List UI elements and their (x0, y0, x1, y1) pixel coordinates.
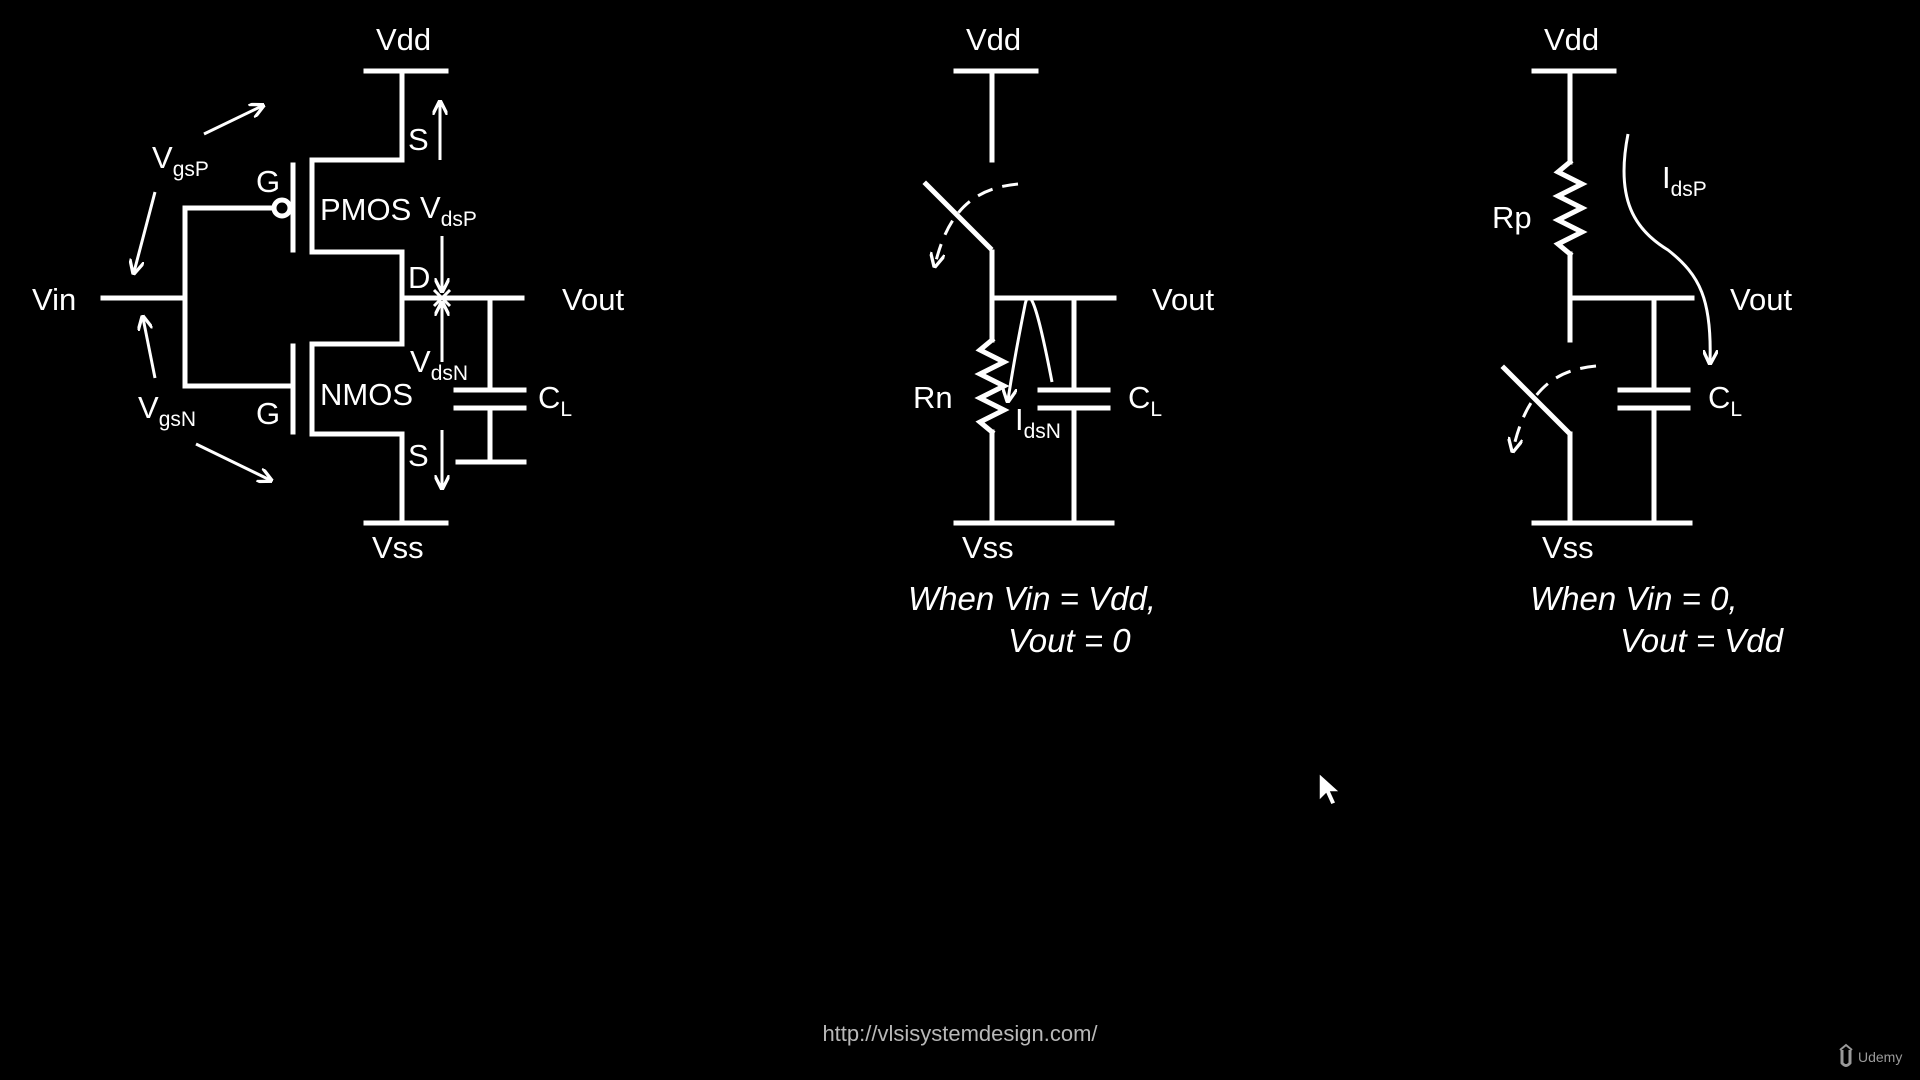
pmos-label: PMOS (320, 192, 411, 227)
case-low-vss-label: Vss (1542, 530, 1594, 565)
pmos-gate-label: G (256, 164, 280, 199)
case-low-cl-label: CL (1708, 380, 1742, 421)
case-high-labels: Vdd Vss Vout Rn IdsN CL When Vin = Vdd, … (908, 22, 1214, 659)
cmos-inverter-diagram: Vdd Vss Vin Vout PMOS NMOS G G S S D Vgs… (32, 22, 624, 565)
inverter-voltage-arrows (134, 103, 452, 487)
case-low-vout-label: Vout (1730, 282, 1792, 317)
inverter-wires (100, 68, 527, 526)
vdd-label: Vdd (376, 22, 431, 57)
nmos-source-label: S (408, 438, 429, 473)
idsn-current-arrow (1008, 296, 1054, 400)
case-high-vdd-label: Vdd (966, 22, 1021, 57)
udemy-logo-icon (1839, 1043, 1853, 1067)
vgsp-label: VgsP (152, 140, 209, 181)
vgsn-label: VgsN (138, 390, 196, 431)
idsn-label: IdsN (1015, 402, 1061, 443)
rn-label: Rn (913, 380, 953, 415)
case-high-switch (922, 180, 1019, 265)
vin-label: Vin (32, 282, 76, 317)
idsp-label: IdsP (1662, 160, 1707, 201)
idsp-current-arrow (1622, 133, 1710, 362)
case-high-vout-label: Vout (1152, 282, 1214, 317)
case-high-cl-label: CL (1128, 380, 1162, 421)
vss-label: Vss (372, 530, 424, 565)
case-low-wires (1531, 68, 1695, 526)
case-low-switch (1500, 364, 1597, 450)
vdsp-label: VdsP (420, 190, 477, 231)
vdsn-label: VdsN (410, 344, 468, 385)
case-low-caption-line2: Vout = Vdd (1620, 622, 1785, 659)
case-high-caption-line2: Vout = 0 (1008, 622, 1131, 659)
cl-label: CL (538, 380, 572, 421)
rn-resistor (974, 336, 1010, 436)
mouse-pointer-icon (1318, 771, 1342, 806)
case-low-diagram: Vdd Vss Vout Rp IdsP CL When Vin = 0, Vo… (1492, 22, 1792, 659)
case-high-diagram: Vdd Vss Vout Rn IdsN CL When Vin = Vdd, … (908, 22, 1214, 659)
case-low-caption-line1: When Vin = 0, (1530, 580, 1738, 617)
case-high-caption-line1: When Vin = Vdd, (908, 580, 1156, 617)
rp-label: Rp (1492, 200, 1532, 235)
case-high-vss-label: Vss (962, 530, 1014, 565)
source-url[interactable]: http://vlsisystemdesign.com/ (822, 1021, 1098, 1046)
case-low-vdd-label: Vdd (1544, 22, 1599, 57)
udemy-watermark: Udemy (1858, 1049, 1902, 1065)
pmos-source-label: S (408, 122, 429, 157)
nmos-label: NMOS (320, 377, 413, 412)
case-low-labels: Vdd Vss Vout Rp IdsP CL When Vin = 0, Vo… (1492, 22, 1792, 659)
rp-resistor (1552, 158, 1588, 258)
drain-label: D (408, 260, 430, 295)
nmos-gate-label: G (256, 396, 280, 431)
vout-label: Vout (562, 282, 624, 317)
inverter-labels: Vdd Vss Vin Vout PMOS NMOS G G S S D Vgs… (32, 22, 624, 565)
case-high-wires (953, 68, 1117, 526)
